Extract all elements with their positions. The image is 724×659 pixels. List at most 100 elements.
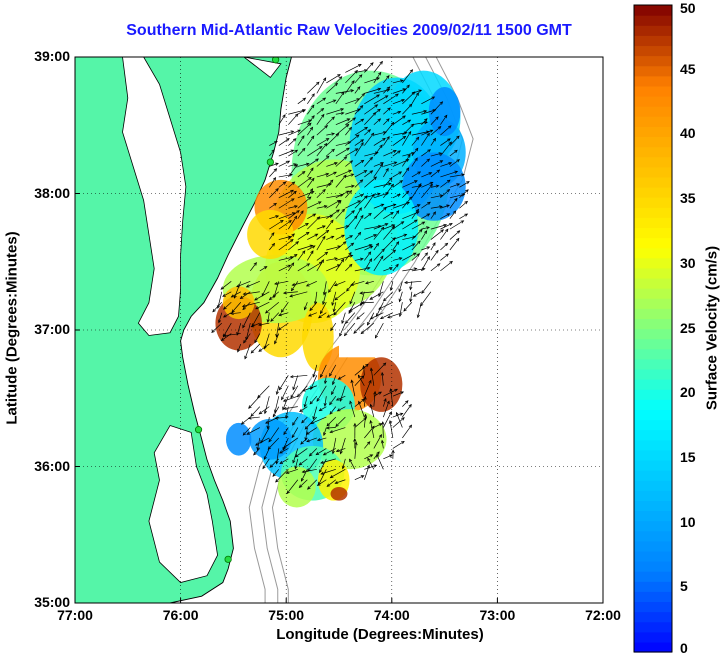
velocity-arrow — [297, 263, 310, 272]
velocity-arrow — [365, 280, 374, 284]
velocity-arrow — [267, 417, 270, 429]
velocity-arrow — [354, 105, 364, 115]
velocity-arrow-head — [308, 313, 312, 317]
velocity-arrow — [335, 234, 345, 240]
velocity-cell — [428, 87, 461, 137]
velocity-arrow-head — [328, 289, 332, 293]
velocity-arrow-head — [348, 251, 352, 256]
velocity-arrow — [402, 400, 409, 407]
velocity-arrow — [430, 250, 439, 261]
velocity-arrow — [421, 118, 428, 125]
radar-sites — [194, 57, 280, 563]
velocity-arrow-head — [274, 141, 278, 145]
velocity-arrow-head — [384, 95, 389, 99]
velocity-arrow-head — [282, 291, 287, 295]
colorbar-frame — [633, 4, 673, 653]
velocity-arrow-head — [263, 456, 267, 460]
colorbar-segment — [634, 459, 672, 471]
velocity-arrow — [269, 232, 275, 240]
velocity-arrow-head — [279, 460, 284, 464]
velocity-arrow-head — [281, 396, 285, 401]
colorbar-segment — [634, 621, 672, 633]
velocity-arrow — [250, 262, 257, 272]
velocity-arrow — [349, 459, 356, 470]
velocity-arrow — [345, 235, 353, 240]
velocity-arrow-head — [382, 137, 386, 142]
velocity-arrow — [430, 224, 447, 230]
velocity-arrow-head — [369, 316, 374, 320]
velocity-arrow — [440, 261, 453, 272]
velocity-arrow — [335, 200, 342, 209]
velocity-arrow — [316, 225, 326, 230]
velocity-arrow — [307, 178, 315, 188]
velocity-arrow — [364, 441, 371, 449]
velocity-arrow — [335, 90, 354, 94]
velocity-arrow-head — [270, 318, 274, 322]
velocity-arrow-head — [250, 350, 255, 354]
velocity-vectors — [211, 60, 470, 495]
velocity-arrow — [421, 256, 430, 272]
velocity-arrow-head — [335, 397, 340, 401]
velocity-arrow — [392, 210, 399, 219]
velocity-arrow-head — [405, 190, 410, 195]
velocity-arrow-head — [414, 157, 418, 162]
velocity-arrow-head — [282, 445, 287, 449]
velocity-arrow-head — [426, 158, 431, 162]
velocity-arrow — [316, 77, 327, 94]
velocity-arrow-head — [350, 282, 354, 287]
velocity-arrow-head — [367, 251, 372, 256]
velocity-arrow — [267, 312, 270, 323]
velocity-arrow — [373, 423, 382, 428]
velocity-arrow-head — [356, 316, 360, 320]
velocity-arrow — [223, 312, 232, 318]
velocity-arrow-head — [275, 162, 279, 166]
velocity-arrow-head — [230, 311, 234, 316]
velocity-arrow — [297, 245, 313, 251]
velocity-arrow-head — [360, 118, 365, 122]
velocity-arrow — [307, 458, 318, 472]
velocity-arrow-head — [404, 280, 408, 285]
velocity-arrow-head — [446, 213, 451, 217]
velocity-arrow-head — [346, 147, 350, 151]
velocity-arrow — [383, 388, 398, 397]
velocity-arrow-head — [369, 454, 374, 458]
velocity-arrow — [402, 119, 411, 126]
velocity-arrow — [307, 93, 315, 105]
velocity-arrow — [399, 302, 403, 317]
velocity-arrow-head — [445, 228, 449, 233]
velocity-arrow-head — [282, 406, 287, 411]
velocity-arrow — [269, 141, 278, 146]
velocity-arrow-head — [400, 391, 405, 395]
velocity-arrow-head — [278, 386, 283, 391]
velocity-arrow — [364, 213, 372, 219]
velocity-arrow — [329, 364, 337, 377]
colorbar-segment — [634, 106, 672, 117]
velocity-arrow-head — [302, 388, 306, 392]
velocity-arrow-head — [368, 379, 372, 384]
colorbar-segment — [634, 176, 672, 188]
velocity-arrow — [230, 312, 241, 315]
velocity-arrow — [336, 448, 346, 452]
velocity-arrow-head — [340, 193, 344, 197]
velocity-arrow — [317, 437, 327, 441]
velocity-arrow-head — [415, 208, 420, 213]
velocity-arrow-head — [361, 398, 366, 402]
velocity-arrow-head — [406, 84, 410, 89]
velocity-arrow-head — [454, 197, 458, 202]
velocity-arrow — [316, 189, 326, 199]
velocity-arrow-head — [464, 200, 468, 205]
velocity-arrow-head — [321, 113, 325, 118]
velocity-arrow — [288, 233, 295, 240]
velocity-arrow-head — [439, 160, 444, 164]
velocity-arrow — [430, 242, 436, 251]
velocity-arrow — [373, 227, 384, 240]
colorbar-segment — [634, 217, 672, 229]
velocity-arrow — [421, 184, 433, 199]
velocity-arrow — [326, 148, 335, 157]
velocity-arrow-head — [357, 200, 362, 204]
velocity-arrow-head — [330, 235, 335, 239]
velocity-arrow — [335, 91, 345, 105]
velocity-arrow — [430, 126, 442, 136]
velocity-arrow-head — [367, 129, 372, 133]
velocity-arrow — [440, 189, 450, 199]
